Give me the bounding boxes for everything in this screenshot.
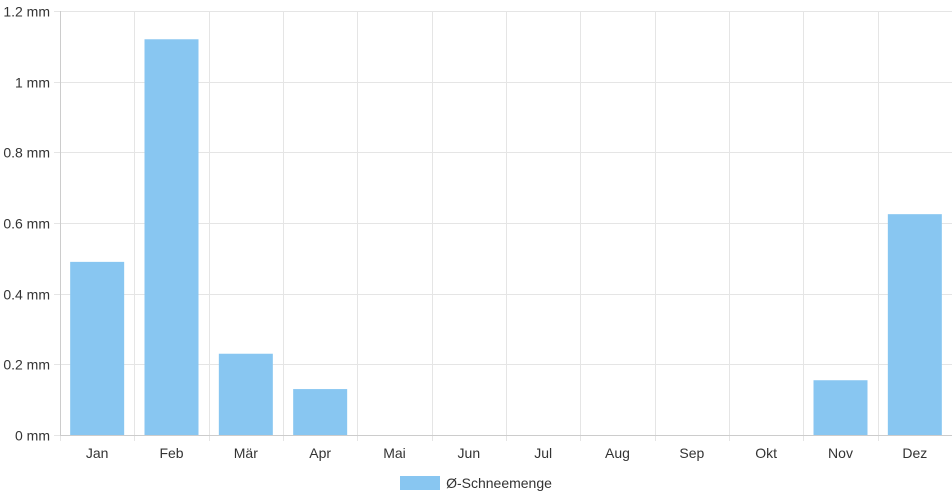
x-tick-label: Okt <box>755 445 777 461</box>
y-tick-label: 0.4 mm <box>3 287 50 303</box>
bar-Apr[interactable] <box>293 389 348 435</box>
legend-swatch <box>400 476 441 490</box>
y-tick-label: 0.2 mm <box>3 357 50 373</box>
y-tick-label: 1 mm <box>15 75 50 91</box>
y-tick-label: 0.6 mm <box>3 216 50 232</box>
bar-layer <box>70 39 942 436</box>
x-tick-label: Dez <box>902 445 927 461</box>
x-tick-label: Apr <box>309 445 331 461</box>
legend-label: Ø-Schneemenge <box>446 475 552 491</box>
y-tick-label: 1.2 mm <box>3 4 50 20</box>
legend[interactable]: Ø-Schneemenge <box>0 473 952 493</box>
x-tick-label: Jun <box>458 445 481 461</box>
bar-chart: 0 mm 0.2 mm 0.4 mm 0.6 mm 0.8 mm 1 mm 1.2 mm Ja… <box>3 4 952 462</box>
x-tick-label: Mai <box>383 445 406 461</box>
x-tick-label: Jan <box>86 445 109 461</box>
x-tick-label: Aug <box>605 445 630 461</box>
x-tick-label: Sep <box>679 445 704 461</box>
y-tick-label: 0 mm <box>15 428 50 444</box>
bar-Mär[interactable] <box>218 353 273 435</box>
bar-Feb[interactable] <box>144 39 199 436</box>
tick-layer: 0 mm 0.2 mm 0.4 mm 0.6 mm 0.8 mm 1 mm 1.2 mm Ja… <box>3 4 927 462</box>
bar-Jan[interactable] <box>70 261 125 435</box>
x-tick-label: Jul <box>534 445 552 461</box>
bar-Dez[interactable] <box>887 214 942 435</box>
y-tick-label: 0.8 mm <box>3 145 50 161</box>
bar-Nov[interactable] <box>813 380 868 435</box>
x-tick-label: Mär <box>234 445 258 461</box>
grid-layer <box>54 11 952 441</box>
x-tick-label: Nov <box>828 445 853 461</box>
x-tick-label: Feb <box>159 445 183 461</box>
